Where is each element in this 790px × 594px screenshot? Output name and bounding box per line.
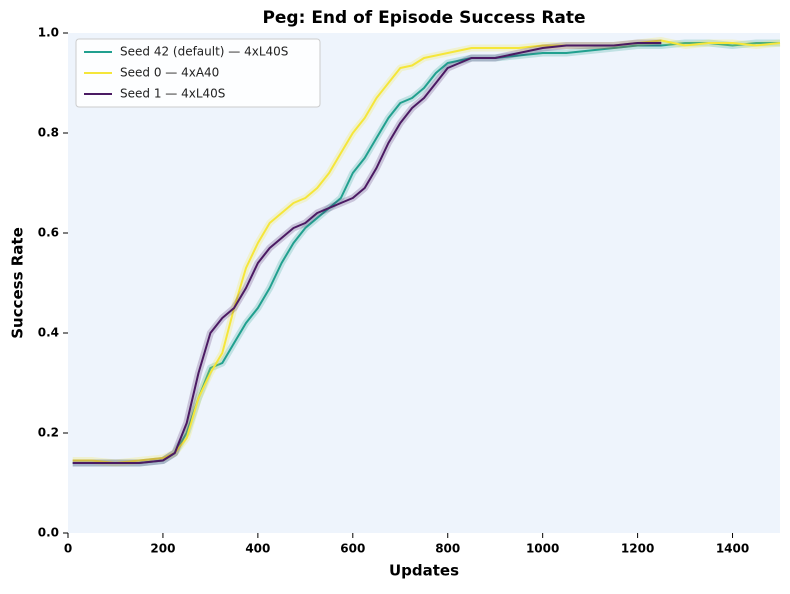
legend-box <box>75 38 321 108</box>
plot-background <box>68 33 780 533</box>
legend-label: Seed 42 (default) — 4xL40S <box>120 45 288 59</box>
legend-label: Seed 0 — 4xA40 <box>120 66 219 80</box>
y-tick-label: 0.6 <box>38 226 59 240</box>
series-line <box>72 42 662 464</box>
x-tick-label: 1000 <box>526 542 559 556</box>
x-tick-label: 800 <box>435 542 460 556</box>
y-tick-label: 0.4 <box>38 326 59 340</box>
y-tick-label: 0.0 <box>38 526 59 540</box>
legend-label: Seed 1 — 4xL40S <box>120 87 225 101</box>
x-tick-label: 200 <box>150 542 175 556</box>
x-tick-label: 400 <box>245 542 270 556</box>
y-axis-label: Success Rate <box>9 227 27 339</box>
y-tick-label: 0.2 <box>38 426 59 440</box>
x-axis-label: Updates <box>389 562 459 580</box>
y-tick-label: 0.8 <box>38 126 59 140</box>
x-tick-label: 1400 <box>716 542 749 556</box>
x-tick-label: 600 <box>340 542 365 556</box>
x-tick-label: 1200 <box>621 542 654 556</box>
y-tick-label: 1.0 <box>38 26 59 40</box>
chart-title: Peg: End of Episode Success Rate <box>262 8 585 28</box>
x-tick-label: 0 <box>64 542 72 556</box>
